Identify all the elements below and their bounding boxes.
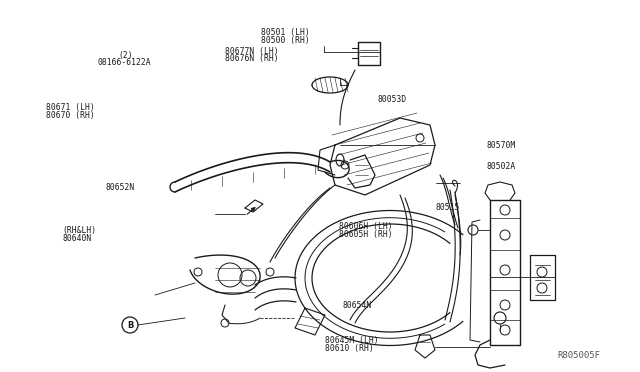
Text: 80640N: 80640N: [63, 234, 92, 243]
Text: 80670 (RH): 80670 (RH): [46, 111, 95, 120]
Text: B: B: [127, 321, 133, 330]
Text: 08166-6122A: 08166-6122A: [98, 58, 152, 67]
Text: (RH&LH): (RH&LH): [63, 226, 97, 235]
Text: 80654N: 80654N: [342, 301, 372, 310]
Text: 80606H (LH): 80606H (LH): [339, 222, 393, 231]
Text: 80652N: 80652N: [106, 183, 135, 192]
Text: R805005F: R805005F: [557, 350, 600, 359]
Text: 80671 (LH): 80671 (LH): [46, 103, 95, 112]
Text: 80053D: 80053D: [378, 95, 407, 104]
Text: 80500 (RH): 80500 (RH): [261, 36, 310, 45]
Text: 80570M: 80570M: [486, 141, 516, 150]
Text: 80645M (LH): 80645M (LH): [325, 336, 379, 345]
Text: 80677N (LH): 80677N (LH): [225, 47, 279, 56]
Text: 80501 (LH): 80501 (LH): [261, 28, 310, 37]
Text: 80502A: 80502A: [486, 162, 516, 171]
Text: 80610 (RH): 80610 (RH): [325, 344, 374, 353]
Text: 80515: 80515: [435, 203, 460, 212]
Text: 80676N (RH): 80676N (RH): [225, 54, 279, 63]
Text: 80605H (RH): 80605H (RH): [339, 230, 393, 239]
Text: (2): (2): [118, 51, 133, 60]
